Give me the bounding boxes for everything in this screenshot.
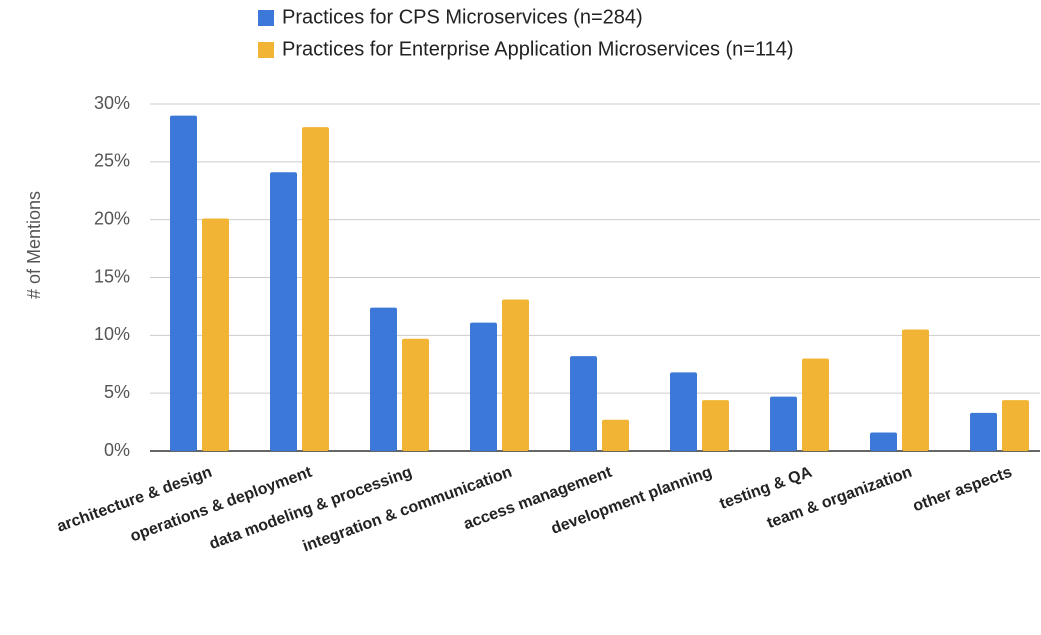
legend-label: Practices for CPS Microservices (n=284) — [282, 6, 643, 28]
bar — [170, 115, 197, 452]
bar — [370, 307, 397, 451]
y-tick-label: 0% — [104, 440, 130, 460]
y-tick-label: 20% — [94, 208, 130, 228]
x-tick-label: architecture & design — [55, 464, 215, 536]
bar — [670, 372, 697, 451]
bar — [902, 329, 929, 451]
y-tick-label: 10% — [94, 324, 130, 344]
bar — [970, 412, 997, 451]
bar — [402, 338, 429, 451]
legend-swatch — [258, 10, 274, 26]
bar — [302, 127, 329, 451]
x-tick-label: development planning — [549, 464, 714, 538]
x-tick-label: other aspects — [911, 464, 1015, 516]
bar — [570, 356, 597, 451]
bar — [602, 419, 629, 451]
y-tick-label: 30% — [94, 93, 130, 113]
legend-swatch — [258, 42, 274, 58]
y-tick-label: 5% — [104, 382, 130, 402]
y-tick-label: 15% — [94, 266, 130, 286]
bar — [470, 322, 497, 451]
bar — [770, 396, 797, 451]
y-axis-title: # of Mentions — [24, 191, 44, 299]
bar — [870, 432, 897, 451]
bar — [702, 400, 729, 451]
legend-label: Practices for Enterprise Application Mic… — [282, 38, 794, 60]
bar — [202, 218, 229, 451]
bar — [802, 358, 829, 451]
bar — [270, 172, 297, 451]
bar — [502, 299, 529, 451]
bar — [1002, 400, 1029, 451]
y-tick-label: 25% — [94, 151, 130, 171]
